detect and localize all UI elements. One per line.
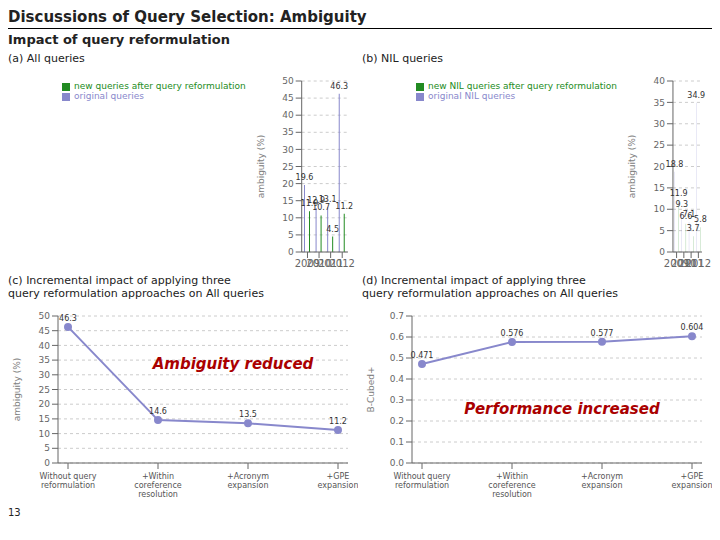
html-text:new queries after query reform: new queries after query reformulation <box>74 81 246 91</box>
svg-text:10: 10 <box>282 213 294 223</box>
svg-text:0.577: 0.577 <box>591 329 614 338</box>
svg-text:4.5: 4.5 <box>326 225 339 234</box>
svg-text:0.7: 0.7 <box>390 311 404 321</box>
html-text:(a) All queries: (a) All queries <box>8 52 85 65</box>
svg-text:ambiguity (%): ambiguity (%) <box>256 135 266 199</box>
svg-text:50: 50 <box>39 311 51 321</box>
svg-text:13.1: 13.1 <box>318 195 337 205</box>
svg-text:30: 30 <box>654 119 666 129</box>
svg-text:0.3: 0.3 <box>390 395 404 405</box>
svg-text:45: 45 <box>282 93 293 103</box>
svg-text:15: 15 <box>39 414 50 424</box>
html-text:(d) Incremental impact of appl: (d) Incremental impact of applying three <box>362 274 586 287</box>
html-text:Ambiguity reduced: Ambiguity reduced <box>152 355 314 373</box>
svg-text:+Acronymexpansion: +Acronymexpansion <box>581 472 623 490</box>
svg-text:20: 20 <box>282 179 294 189</box>
svg-text:50: 50 <box>282 76 294 86</box>
svg-text:40: 40 <box>654 76 666 86</box>
html-text:original NIL queries: original NIL queries <box>428 91 516 101</box>
svg-text:0.604: 0.604 <box>681 323 704 332</box>
svg-text:46.3: 46.3 <box>330 82 348 91</box>
svg-text:0.2: 0.2 <box>390 416 404 426</box>
svg-text:0.5: 0.5 <box>390 353 404 363</box>
svg-text:B-Cubed+: B-Cubed+ <box>366 367 376 413</box>
svg-text:40: 40 <box>39 341 51 351</box>
html-text:original queries: original queries <box>74 91 144 101</box>
svg-text:Without queryreformulation: Without queryreformulation <box>40 472 97 490</box>
svg-text:35: 35 <box>654 98 665 108</box>
svg-text:11.9: 11.9 <box>670 189 688 198</box>
svg-text:10: 10 <box>654 204 666 214</box>
svg-text:25: 25 <box>282 162 293 172</box>
svg-text:0.471: 0.471 <box>411 351 434 360</box>
html-text:(c) Incremental impact of appl: (c) Incremental impact of applying three <box>8 274 231 287</box>
svg-text:2012: 2012 <box>329 258 354 269</box>
html-text:13: 13 <box>8 507 21 518</box>
html-text:(b) NIL queries: (b) NIL queries <box>362 52 443 65</box>
svg-text:46.3: 46.3 <box>59 314 77 323</box>
svg-text:0.0: 0.0 <box>390 458 405 468</box>
html-text:Performance increased: Performance increased <box>464 400 660 418</box>
svg-text:11.2: 11.2 <box>329 417 347 426</box>
svg-text:45: 45 <box>39 326 50 336</box>
svg-text:0.576: 0.576 <box>501 329 524 338</box>
svg-text:+GPEexpansion: +GPEexpansion <box>672 472 712 490</box>
svg-text:15: 15 <box>282 196 293 206</box>
svg-text:0.1: 0.1 <box>390 437 404 447</box>
svg-text:11.2: 11.2 <box>335 202 353 211</box>
svg-text:25: 25 <box>654 140 665 150</box>
svg-text:18.8: 18.8 <box>666 160 684 169</box>
html-text:query reformulation approaches: query reformulation approaches on All qu… <box>362 287 618 300</box>
html-text:Impact of query reformulation: Impact of query reformulation <box>8 32 230 47</box>
svg-text:+Withincoreferenceresolution: +Withincoreferenceresolution <box>134 472 182 499</box>
html-text:new NIL queries after query re: new NIL queries after query reformulatio… <box>428 81 617 91</box>
svg-text:5.8: 5.8 <box>694 215 707 224</box>
svg-text:6.6: 6.6 <box>680 212 693 221</box>
svg-text:5: 5 <box>288 230 294 240</box>
svg-text:0: 0 <box>44 458 50 468</box>
svg-text:25: 25 <box>39 385 50 395</box>
html-text:Discussions of Query Selection: Discussions of Query Selection: Ambiguit… <box>8 8 367 26</box>
svg-text:20: 20 <box>654 162 666 172</box>
svg-text:30: 30 <box>282 145 294 155</box>
svg-text:10: 10 <box>39 429 51 439</box>
svg-text:3.7: 3.7 <box>687 224 700 233</box>
svg-text:0: 0 <box>288 247 294 257</box>
svg-text:0.4: 0.4 <box>390 374 405 384</box>
svg-text:9.3: 9.3 <box>675 200 688 209</box>
svg-text:19.6: 19.6 <box>296 173 314 182</box>
svg-text:5: 5 <box>659 226 665 236</box>
svg-text:0.6: 0.6 <box>390 332 405 342</box>
html-text:query reformulation approaches: query reformulation approaches on All qu… <box>8 287 264 300</box>
svg-text:20: 20 <box>39 399 51 409</box>
svg-text:10.7: 10.7 <box>312 203 330 212</box>
svg-text:+Withincoreferenceresolution: +Withincoreferenceresolution <box>488 472 536 499</box>
svg-text:15: 15 <box>654 183 665 193</box>
svg-text:ambiguity (%): ambiguity (%) <box>627 135 637 199</box>
svg-text:35: 35 <box>282 127 293 137</box>
svg-text:34.9: 34.9 <box>687 91 705 100</box>
svg-text:Without queryreformulation: Without queryreformulation <box>394 472 451 490</box>
svg-text:11.9: 11.9 <box>300 199 319 209</box>
svg-text:ambiguity (%): ambiguity (%) <box>12 358 22 422</box>
svg-text:0: 0 <box>659 247 665 257</box>
svg-text:35: 35 <box>39 355 50 365</box>
svg-text:2012: 2012 <box>686 258 711 269</box>
svg-text:13.5: 13.5 <box>239 410 257 419</box>
svg-text:5: 5 <box>44 443 50 453</box>
svg-text:40: 40 <box>282 110 294 120</box>
svg-text:+Acronymexpansion: +Acronymexpansion <box>227 472 269 490</box>
svg-text:14.6: 14.6 <box>149 407 167 416</box>
svg-text:30: 30 <box>39 370 51 380</box>
svg-text:+GPEexpansion: +GPEexpansion <box>318 472 358 490</box>
